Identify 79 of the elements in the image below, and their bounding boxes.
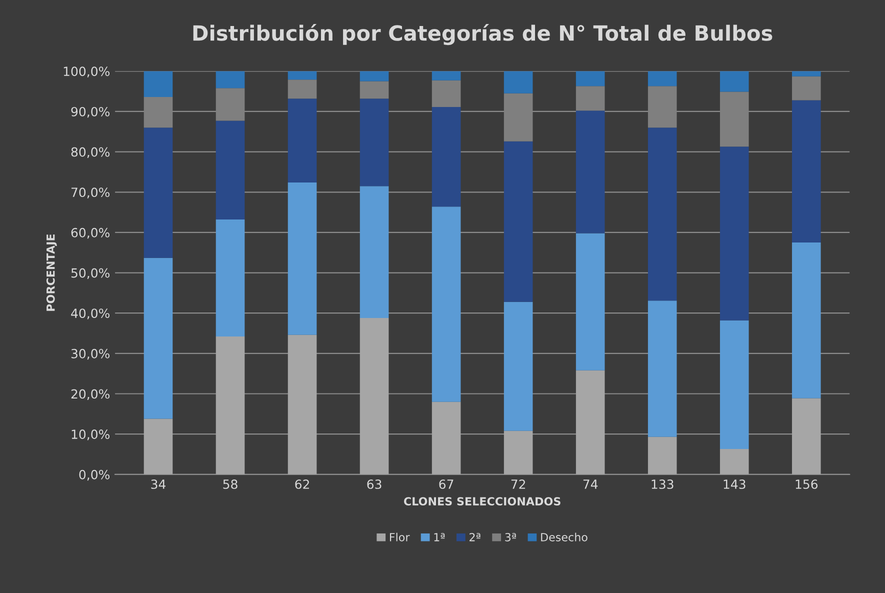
bar: [360, 98, 389, 186]
bar: [792, 398, 821, 474]
y-tick-label: 10,0%: [72, 430, 110, 440]
bar: [360, 81, 389, 99]
x-tick-label: 67: [439, 479, 454, 489]
bar: [648, 300, 677, 437]
bar: [216, 88, 245, 121]
bar: [504, 302, 533, 431]
bar: [648, 436, 677, 474]
bar: [432, 80, 461, 108]
bar: [144, 128, 173, 258]
bar: [720, 71, 749, 92]
x-tick-label: 62: [295, 479, 309, 489]
x-tick-label: 34: [151, 479, 166, 489]
bar: [720, 146, 749, 320]
bar: [360, 186, 389, 318]
bar: [288, 71, 317, 80]
x-tick-label: 156: [796, 479, 818, 489]
y-tick-label: 30,0%: [71, 348, 110, 360]
bar: [576, 110, 605, 234]
bar: [504, 430, 533, 474]
bar: [360, 71, 389, 82]
y-tick-label: 80,0%: [71, 147, 110, 158]
y-tick-label: 20,0%: [71, 389, 110, 400]
bar: [432, 402, 461, 474]
bar: [648, 128, 677, 301]
bar: [648, 71, 677, 86]
bar: [216, 71, 245, 88]
x-tick-label: 63: [367, 479, 382, 489]
legend-label: 3ª: [505, 532, 516, 542]
bar: [504, 71, 533, 94]
bar: [720, 92, 749, 147]
bar: [144, 96, 173, 128]
bar: [504, 93, 533, 142]
y-tick-label: 50,0%: [71, 268, 110, 279]
bar: [720, 448, 749, 474]
bar: [792, 100, 821, 243]
bar: [792, 71, 821, 76]
x-axis-title: CLONES SELECCIONADOS: [404, 497, 560, 506]
bar: [504, 141, 533, 302]
bar: [792, 76, 821, 100]
legend-label: 2ª: [470, 532, 480, 542]
bar: [288, 182, 317, 335]
y-tick-label: 100,0%: [64, 66, 110, 78]
x-tick-label: 143: [724, 479, 746, 489]
bar: [288, 80, 317, 99]
y-axis-title: PORCENTAJE: [46, 234, 57, 311]
bar: [720, 320, 749, 449]
bar: [216, 220, 245, 336]
y-tick-label: 70,0%: [72, 188, 110, 198]
bar: [576, 233, 605, 370]
bar: [216, 336, 245, 474]
bar: [576, 86, 605, 111]
x-tick-label: 72: [511, 479, 526, 489]
legend-label: Desecho: [541, 532, 588, 542]
y-tick-label: 0,0%: [79, 470, 110, 481]
bar: [576, 370, 605, 474]
bar: [360, 318, 389, 474]
legend-label: 1ª: [434, 532, 445, 542]
bar: [216, 120, 245, 220]
bar: [288, 98, 317, 182]
bar: [792, 242, 821, 398]
bar: [576, 71, 605, 86]
bar: [432, 206, 461, 402]
bar: [144, 71, 173, 97]
chart-title: Distribución por Categorías de N° Total de Bulbos: [193, 24, 772, 46]
bar: [648, 86, 677, 128]
bar: [144, 418, 173, 474]
bar: [432, 71, 461, 80]
x-tick-label: 74: [583, 480, 598, 489]
y-tick-label: 40,0%: [71, 308, 110, 320]
x-tick-label: 58: [223, 479, 238, 489]
y-tick-label: 60,0%: [71, 228, 110, 239]
bar: [144, 258, 173, 419]
legend-label: Flor: [390, 532, 410, 542]
y-tick-label: 90,0%: [71, 106, 110, 118]
x-tick-label: 133: [652, 479, 674, 489]
bar: [288, 334, 317, 474]
bar: [432, 107, 461, 207]
